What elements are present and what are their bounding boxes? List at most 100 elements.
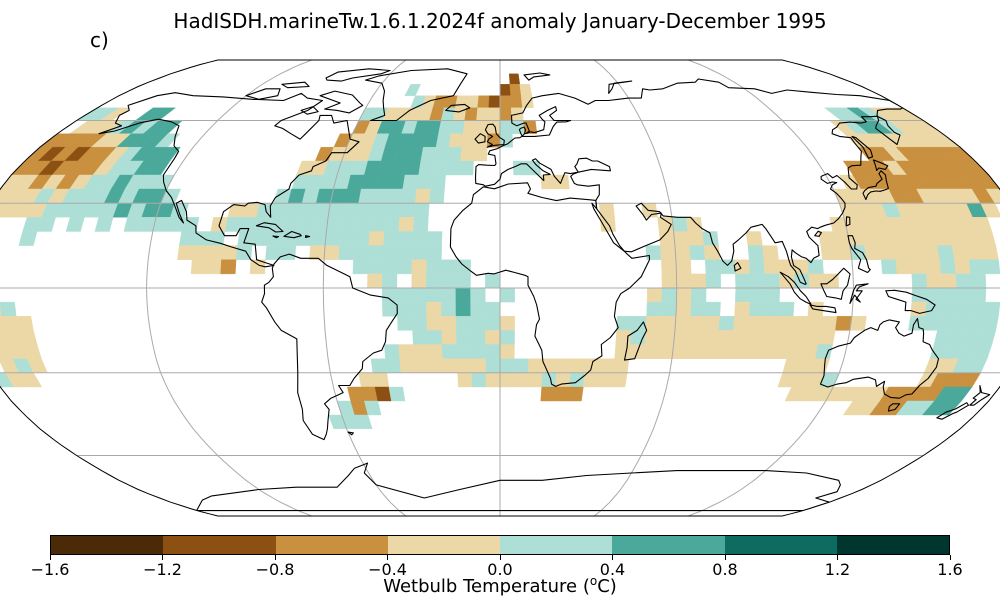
anomaly-cell	[397, 245, 413, 260]
anomaly-cell	[734, 301, 751, 317]
anomaly-cell	[554, 174, 570, 190]
anomaly-cell	[338, 245, 355, 260]
anomaly-cell	[426, 330, 443, 345]
anomaly-cell	[763, 259, 780, 275]
anomaly-cell	[716, 330, 734, 345]
anomaly-cell	[487, 107, 501, 121]
anomaly-cell	[426, 316, 442, 331]
anomaly-cell	[370, 203, 388, 218]
coastline	[779, 271, 812, 305]
anomaly-cell	[661, 259, 677, 275]
anomaly-cell	[370, 358, 388, 373]
anomaly-cell	[367, 273, 383, 289]
anomaly-cell	[344, 188, 362, 204]
anomaly-cell	[676, 273, 692, 289]
colorbar-segment	[387, 536, 500, 554]
anomaly-cell	[926, 287, 943, 303]
anomaly-cell	[1, 316, 20, 331]
anomaly-cell	[407, 147, 424, 162]
anomaly-cell	[381, 287, 398, 303]
anomaly-cell	[382, 301, 398, 317]
anomaly-cell	[645, 316, 662, 331]
anomaly-cell	[718, 316, 735, 331]
colorbar-tick-label: −1.2	[143, 560, 182, 579]
anomaly-cell	[423, 133, 439, 148]
anomaly-cell	[459, 160, 474, 176]
anomaly-cell	[966, 245, 985, 260]
anomaly-cell	[18, 231, 38, 246]
anomaly-cell	[411, 245, 428, 260]
anomaly-cell	[251, 231, 269, 246]
anomaly-cell	[65, 217, 85, 232]
anomaly-cell	[528, 358, 544, 373]
anomaly-cell	[442, 358, 458, 373]
anomaly-cell	[660, 245, 677, 260]
anomaly-cell	[774, 330, 792, 345]
anomaly-cell	[675, 259, 692, 275]
coastline	[255, 222, 284, 233]
anomaly-cell	[584, 358, 601, 373]
anomaly-cell	[385, 358, 402, 373]
anomaly-cell	[703, 245, 721, 260]
anomaly-cell	[485, 330, 501, 345]
anomaly-cell	[249, 259, 266, 275]
anomaly-cell	[342, 203, 359, 218]
anomaly-cell	[460, 147, 475, 162]
coastline	[98, 92, 360, 268]
anomaly-cell	[646, 287, 663, 303]
anomaly-cell	[540, 174, 556, 190]
anomaly-cell	[689, 245, 706, 260]
anomaly-cell	[471, 372, 487, 388]
anomaly-cell	[178, 231, 197, 246]
colorbar-tick	[837, 555, 838, 560]
anomaly-cell	[441, 330, 457, 345]
anomaly-cell	[388, 386, 406, 402]
coastline	[300, 106, 319, 115]
anomaly-cell	[772, 344, 790, 359]
anomaly-cell	[418, 160, 435, 176]
anomaly-cell	[426, 301, 442, 317]
anomaly-cell	[464, 107, 478, 121]
anomaly-cell	[734, 259, 751, 275]
anomaly-cell	[428, 358, 444, 373]
anomaly-cell	[748, 301, 765, 317]
anomaly-cell	[704, 301, 721, 317]
coastline	[272, 235, 280, 239]
anomaly-cell	[820, 316, 838, 331]
anomaly-cell	[926, 273, 943, 289]
colorbar-segment	[51, 536, 164, 554]
coastline	[733, 262, 742, 272]
anomaly-cell	[265, 245, 282, 260]
anomaly-cell	[815, 344, 833, 359]
anomaly-cell	[612, 358, 630, 373]
anomaly-cell	[369, 217, 386, 232]
anomaly-cell	[499, 330, 515, 345]
anomaly-cell	[455, 301, 471, 317]
anomaly-cell	[396, 287, 413, 303]
anomaly-cell	[441, 316, 457, 331]
anomaly-cell	[398, 344, 415, 359]
colorbar-segment	[500, 536, 613, 554]
anomaly-cell	[455, 273, 471, 289]
anomaly-cell	[358, 372, 376, 388]
anomaly-cell	[729, 344, 747, 359]
anomaly-cell	[206, 245, 224, 260]
anomaly-cell	[940, 287, 957, 303]
anomaly-cell	[470, 316, 486, 331]
anomaly-cell	[762, 245, 779, 260]
anomaly-cell	[399, 358, 416, 373]
anomaly-cell	[372, 188, 390, 204]
anomaly-cell	[311, 217, 329, 232]
anomaly-cell	[413, 203, 430, 218]
anomaly-cell	[353, 231, 371, 246]
anomaly-cell	[660, 316, 677, 331]
anomaly-cell	[980, 316, 999, 331]
anomaly-cell	[435, 133, 452, 148]
anomaly-cell	[968, 259, 986, 275]
anomaly-cell	[747, 245, 765, 260]
anomaly-cell	[412, 217, 429, 232]
colorbar-tick	[49, 555, 51, 560]
coastline	[819, 317, 940, 399]
anomaly-cell	[849, 316, 867, 331]
coastlines	[98, 68, 991, 512]
